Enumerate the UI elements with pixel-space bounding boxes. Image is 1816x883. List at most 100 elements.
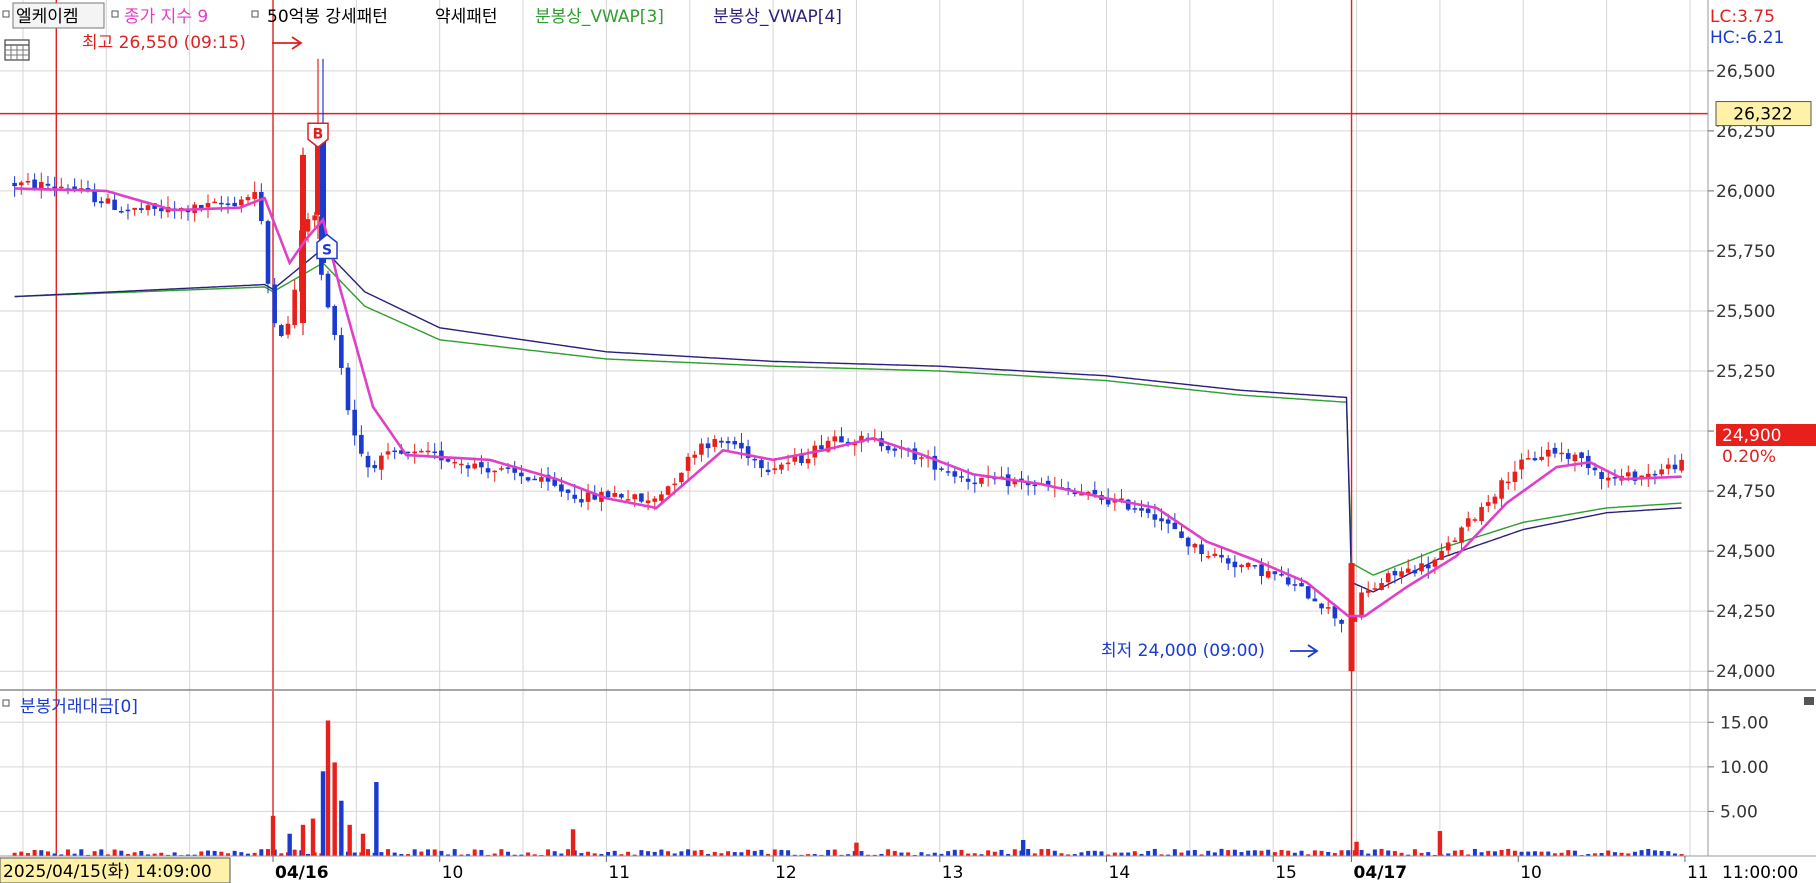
volume-bar <box>1412 849 1417 856</box>
candle <box>332 304 337 341</box>
candle <box>1305 586 1311 600</box>
volume-bar <box>192 854 197 856</box>
volume-bar <box>1066 854 1071 856</box>
volume-bar <box>626 851 631 856</box>
volume-bar <box>1652 850 1657 856</box>
volume-bar <box>1012 849 1017 856</box>
time-tick-label: 04/17 <box>1354 863 1408 883</box>
volume-bar <box>1266 849 1271 856</box>
legend-weak-pattern[interactable]: 약세패턴 <box>435 7 498 27</box>
volume-bar <box>1032 853 1037 856</box>
volume-bar <box>152 853 157 856</box>
candle <box>359 425 364 457</box>
candle <box>92 183 97 207</box>
volume-bar <box>1406 854 1411 856</box>
volume-bar <box>1666 851 1671 856</box>
volume-bar <box>1139 853 1144 856</box>
calendar-icon[interactable] <box>4 39 30 61</box>
volume-bar <box>719 853 724 856</box>
symbol-name[interactable]: 엘케이켐 <box>16 7 79 27</box>
candle <box>1465 511 1471 532</box>
panel-close-icon[interactable] <box>1804 697 1814 705</box>
symbol-box[interactable] <box>12 2 105 29</box>
volume-bar <box>399 854 404 856</box>
candle <box>105 193 111 204</box>
candle <box>1339 618 1344 633</box>
volume-bar <box>839 854 844 856</box>
candle <box>625 490 631 501</box>
volume-bar <box>1059 853 1064 856</box>
indicator-toggle-icon[interactable] <box>251 10 259 18</box>
volume-bar <box>1419 852 1424 856</box>
volume-bar <box>686 849 691 856</box>
volume-bar <box>99 849 104 856</box>
volume-bar <box>526 852 531 856</box>
candle <box>1239 563 1244 573</box>
legend-vwap3[interactable]: 분봉상_VWAP[3] <box>535 7 664 27</box>
volume-bar <box>570 829 576 856</box>
volume-bar <box>832 849 837 856</box>
volume-bar <box>1632 851 1637 856</box>
volume-bar <box>1226 850 1231 856</box>
volume-bar <box>386 849 391 856</box>
candle <box>465 462 471 477</box>
volume-bar <box>1246 850 1251 856</box>
volume-bar <box>392 852 397 856</box>
volume-bar <box>139 850 144 856</box>
candle <box>939 466 944 472</box>
cursor-time-label: 2025/04/15(화) 14:09:00 <box>3 862 212 882</box>
volume-bar <box>1286 850 1291 856</box>
candle <box>312 212 317 230</box>
volume-bar <box>112 849 117 856</box>
candle <box>1319 602 1324 615</box>
candle <box>1272 571 1278 581</box>
candle <box>425 442 431 456</box>
candle <box>1645 463 1651 488</box>
legend-strong-pattern[interactable]: 50억봉 강세패턴 <box>267 7 388 27</box>
volume-bar <box>1232 849 1237 856</box>
candle <box>119 206 124 214</box>
volume-bar <box>1572 850 1577 856</box>
volume-bar <box>519 854 524 856</box>
volume-bar <box>32 849 37 856</box>
current-change-label: 0.20% <box>1722 447 1776 467</box>
volume-bar <box>1192 849 1197 856</box>
candle <box>1472 517 1478 523</box>
legend-toggle-icon[interactable] <box>2 10 10 18</box>
candle <box>725 436 731 453</box>
candle <box>732 436 738 450</box>
volume-bar <box>1392 851 1397 856</box>
volume-bar <box>1459 850 1464 856</box>
volume-bar <box>479 849 484 856</box>
indicator-toggle-icon[interactable] <box>111 10 119 18</box>
candle <box>139 201 144 214</box>
volume-bar <box>592 853 597 856</box>
volume-bar <box>599 853 604 856</box>
volume-bar <box>712 851 717 856</box>
volume-bar <box>1299 850 1304 856</box>
volume-bar <box>1492 851 1497 856</box>
volume-bar <box>239 852 244 856</box>
candle <box>1439 543 1444 561</box>
high-annotation: 최고 26,550 (09:15) <box>82 33 246 53</box>
volume-bar <box>1006 853 1011 856</box>
candle <box>1185 536 1191 555</box>
volume-bar <box>1112 852 1117 856</box>
panel-toggle-icon[interactable] <box>2 699 10 707</box>
low-annotation: 최저 24,000 (09:00) <box>1101 641 1265 661</box>
volume-bar <box>966 853 971 856</box>
candle <box>1612 469 1618 486</box>
legend-vwap4[interactable]: 분봉상_VWAP[4] <box>713 7 842 27</box>
candle <box>1672 454 1678 474</box>
candle <box>619 493 624 500</box>
volume-bar <box>1332 852 1337 856</box>
volume-bar <box>646 851 651 856</box>
candle <box>679 472 684 485</box>
hc-value: HC:-6.21 <box>1710 28 1784 48</box>
legend-ema[interactable]: 종가 지수 9 <box>124 7 208 27</box>
candle <box>232 196 237 209</box>
volume-bar <box>232 850 237 856</box>
price-tick-label: 25,750 <box>1716 242 1775 262</box>
candle <box>1452 537 1458 543</box>
candle <box>1245 562 1251 571</box>
